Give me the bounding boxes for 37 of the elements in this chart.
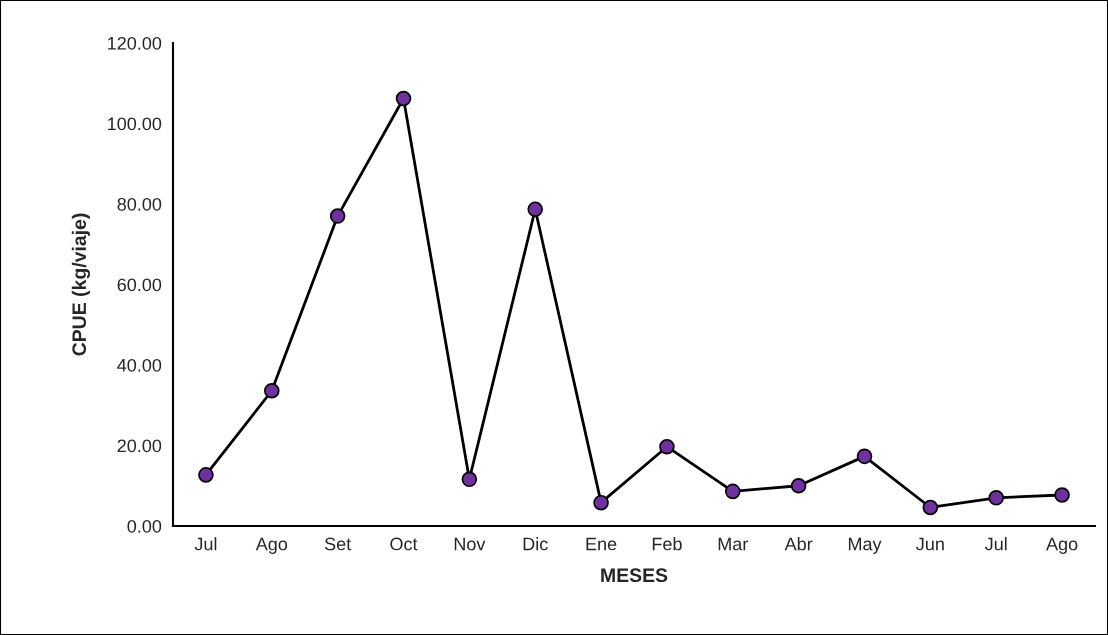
point xyxy=(790,477,807,494)
x-tick-label: Nov xyxy=(454,537,486,551)
point xyxy=(461,471,478,488)
point xyxy=(922,499,939,516)
y-tick-label: 0.00 xyxy=(127,519,162,533)
x-tick-label: May xyxy=(848,537,882,554)
point xyxy=(659,438,675,455)
point xyxy=(725,483,741,500)
x-tick-label: Jun xyxy=(916,537,944,551)
x-axis-title: MESES xyxy=(601,568,668,583)
x-tick-label: Oct xyxy=(390,537,418,551)
x-tick-label: Set xyxy=(324,537,352,551)
point xyxy=(1054,487,1070,503)
y-tick-label: 80.00 xyxy=(117,197,162,211)
y-tick-label: 20.00 xyxy=(117,439,162,453)
y-tick-label: 60.00 xyxy=(117,278,162,292)
x-tick-label: Feb xyxy=(652,537,682,551)
x-tick-label: Jul xyxy=(194,537,217,551)
x-tick-label: Ene xyxy=(586,537,617,551)
point xyxy=(264,382,280,399)
point xyxy=(329,208,346,224)
y-axis-title: CPUE (kg/viaje) xyxy=(71,213,90,356)
x-tick-label: Ago xyxy=(255,537,288,554)
point xyxy=(988,490,1004,506)
point xyxy=(395,90,412,107)
x-tick-label: Dic xyxy=(523,537,548,551)
x-tick-label: Abr xyxy=(784,537,813,551)
y-tick-label: 100.00 xyxy=(108,117,162,131)
point xyxy=(527,201,543,218)
point xyxy=(593,494,609,511)
x-tick-label: Mar xyxy=(718,537,749,551)
x-tick-label: Ago xyxy=(1046,537,1078,554)
point xyxy=(856,448,873,465)
point xyxy=(198,467,214,483)
y-tick-label: 120.00 xyxy=(108,36,162,50)
y-tick-label: 40.00 xyxy=(117,358,162,372)
x-tick-label: Jul xyxy=(984,537,1007,551)
